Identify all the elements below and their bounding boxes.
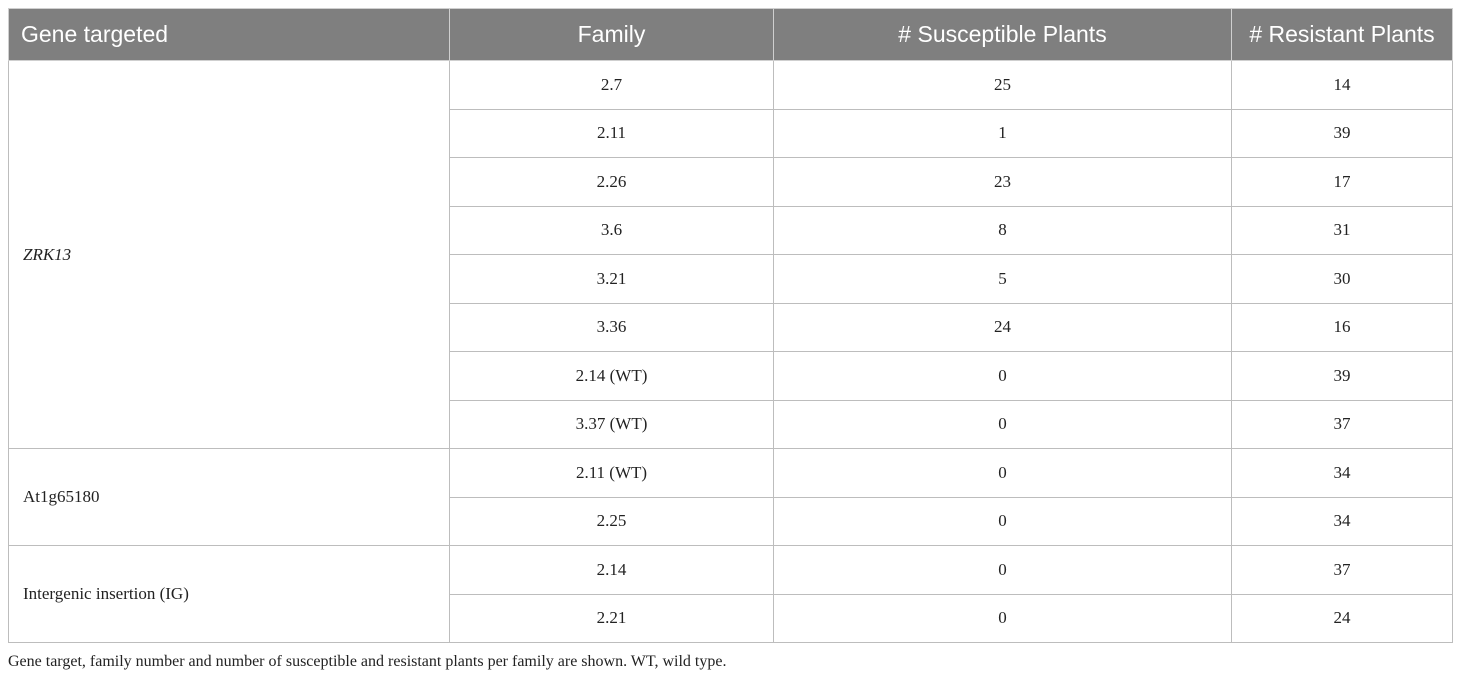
susceptible-count-cell: 24 — [773, 302, 1232, 352]
family-cell: 3.37 (WT) — [449, 399, 774, 449]
resistant-count-cell: 17 — [1231, 157, 1453, 207]
resistant-count-cell: 37 — [1231, 399, 1453, 449]
header-gene-targeted: Gene targeted — [8, 8, 450, 61]
susceptible-count-cell: 23 — [773, 157, 1232, 207]
table-row: ZRK13 2.7 25 14 — [8, 60, 1453, 449]
table-header: Gene targeted Family # Susceptible Plant… — [8, 8, 1453, 61]
susceptible-count-cell: 8 — [773, 205, 1232, 255]
susceptible-count-cell: 0 — [773, 545, 1232, 595]
resistant-count-cell: 16 — [1231, 302, 1453, 352]
family-cell: 2.25 — [449, 496, 774, 546]
table-row: Intergenic insertion (IG) 2.14 0 37 — [8, 545, 1453, 643]
header-family: Family — [449, 8, 774, 61]
table-caption: Gene target, family number and number of… — [8, 653, 727, 670]
family-cell: 3.6 — [449, 205, 774, 255]
susceptible-count-cell: 5 — [773, 254, 1232, 304]
family-cell: 3.36 — [449, 302, 774, 352]
table-row: 2.25 0 34 — [9, 496, 1453, 546]
resistant-count-cell: 39 — [1231, 351, 1453, 401]
susceptible-count-cell: 0 — [773, 399, 1232, 449]
susceptible-count-cell: 0 — [773, 496, 1232, 546]
gene-targeted-cell: ZRK13 — [8, 60, 450, 449]
gene-targeted-cell: At1g65180 — [8, 448, 450, 546]
table-row: 2.14 (WT) 0 39 — [9, 351, 1453, 401]
table-row: 3.6 8 31 — [9, 205, 1453, 255]
resistant-count-cell: 30 — [1231, 254, 1453, 304]
results-table: Gene targeted Family # Susceptible Plant… — [8, 8, 1453, 643]
resistant-count-cell: 31 — [1231, 205, 1453, 255]
table-row: 3.37 (WT) 0 37 — [9, 399, 1453, 449]
family-cell: 2.11 (WT) — [449, 448, 774, 498]
header-resistant-plants: # Resistant Plants — [1231, 8, 1453, 61]
gene-targeted-cell: Intergenic insertion (IG) — [8, 545, 450, 643]
susceptible-count-cell: 25 — [773, 60, 1232, 110]
table-row: At1g65180 2.11 (WT) 0 34 — [8, 448, 1453, 546]
family-cell: 2.14 (WT) — [449, 351, 774, 401]
susceptible-count-cell: 0 — [773, 448, 1232, 498]
table-row: 2.11 1 39 — [9, 108, 1453, 158]
resistant-count-cell: 39 — [1231, 108, 1453, 158]
family-cell: 2.11 — [449, 108, 774, 158]
header-susceptible-plants: # Susceptible Plants — [773, 8, 1232, 61]
family-cell: 2.21 — [449, 593, 774, 643]
resistant-count-cell: 24 — [1231, 593, 1453, 643]
table-row: 2.21 0 24 — [9, 593, 1453, 643]
family-cell: 3.21 — [449, 254, 774, 304]
resistant-count-cell: 37 — [1231, 545, 1453, 595]
susceptible-count-cell: 0 — [773, 351, 1232, 401]
table-row: 3.21 5 30 — [9, 254, 1453, 304]
susceptible-count-cell: 1 — [773, 108, 1232, 158]
family-cell: 2.14 — [449, 545, 774, 595]
table-container: Gene targeted Family # Susceptible Plant… — [8, 8, 1453, 671]
family-cell: 2.7 — [449, 60, 774, 110]
table-row: 3.36 24 16 — [9, 302, 1453, 352]
table-row: 2.26 23 17 — [9, 157, 1453, 207]
resistant-count-cell: 34 — [1231, 448, 1453, 498]
table-body: ZRK13 2.7 25 14 2.11 1 39 2.26 23 17 3.6 8 31 3.21 5 30… — [8, 60, 1453, 643]
resistant-count-cell: 14 — [1231, 60, 1453, 110]
resistant-count-cell: 34 — [1231, 496, 1453, 546]
family-cell: 2.26 — [449, 157, 774, 207]
susceptible-count-cell: 0 — [773, 593, 1232, 643]
header-row: Gene targeted Family # Susceptible Plant… — [8, 8, 1453, 61]
